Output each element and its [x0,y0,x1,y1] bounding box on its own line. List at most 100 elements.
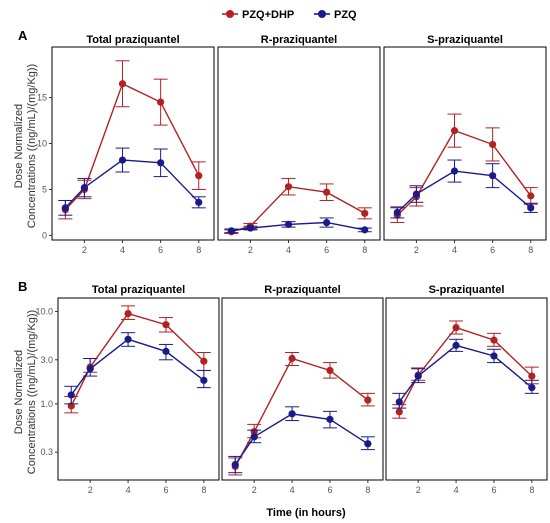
series-pzq-dhp [64,305,211,414]
data-point [450,167,459,175]
data-point [86,365,94,373]
data-point [490,352,498,360]
data-point [323,218,331,227]
data-point [395,398,403,406]
x-axis-label: Time (in hours) [266,507,346,519]
series-pzq [224,217,372,235]
x-tick-label: 6 [327,485,332,495]
data-point [361,226,369,234]
legend-marker-pzq [318,10,326,18]
x-tick-label: 4 [286,245,291,255]
series-line [398,326,533,413]
y-tick-label: 1.0 [40,399,53,409]
y-tick-label: 10 [37,139,47,149]
data-point [527,204,535,212]
x-tick-label: 4 [126,485,131,495]
legend-entry-pzq: PZQ [314,9,357,21]
series-line [234,357,369,467]
data-point [67,391,75,399]
legend-entry-pzq-dhp: PZQ+DHP [222,9,294,21]
data-point [246,224,254,232]
facet-title: Total praziquantel [92,284,185,296]
data-point [364,440,372,448]
data-point [364,396,372,404]
x-tick-label: 4 [290,485,295,495]
facet-border [383,46,547,241]
facet-title: R-praziquantel [264,284,340,296]
data-point [452,341,460,349]
series-pzq-dhp [392,320,539,419]
data-point [231,461,239,469]
legend-label-pzq: PZQ [334,9,357,21]
data-point [284,220,293,228]
x-tick-label: 2 [414,245,419,255]
y-tick-label: 0.3 [40,447,53,457]
data-point [489,140,497,149]
data-point [323,188,331,196]
data-point [450,127,459,135]
series-pzq [228,406,375,474]
legend: PZQ+DHP PZQ [222,9,357,21]
facet-a-3: S-praziquantel 2 4 6 8 [383,34,547,255]
data-point [162,347,170,355]
x-tick-label: 8 [362,245,367,255]
y-axis-label-a-line1: Dose Normalized [13,104,25,188]
data-point [157,159,165,167]
facet-b-3: S-praziquantel 2 4 6 8 [385,284,548,495]
facet-border [217,46,381,241]
x-tick-label: 8 [529,485,534,495]
y-tick-label: 10.0 [35,306,53,316]
facet-title: S-praziquantel [427,34,503,46]
series-pzq [64,332,211,405]
series-pzq [58,147,206,216]
facet-border [385,297,548,481]
legend-marker-pzq-dhp [226,10,234,18]
facet-a-1: Total praziquantel 2 4 6 8 0 5 10 15 [37,34,215,255]
data-point [527,192,535,200]
x-tick-label: 6 [491,485,496,495]
y-axis-label-a-line2: Concentrations ((ng/mL)/(mg/Kg)) [26,64,38,228]
x-tick-label: 2 [416,485,421,495]
data-point [157,98,165,106]
data-point [490,336,498,344]
series-pzq [392,338,539,409]
y-tick-label: 0 [42,230,47,240]
data-point [452,323,460,332]
panel-b: Total praziquantel 2 4 6 8 0.3 1.0 3.0 10.0 R-pra… [35,284,548,495]
y-axis-label-b-line1: Dose Normalized [13,350,25,434]
data-point [162,321,170,329]
series-pzq-dhp [58,60,206,220]
y-axis-label-a: Dose Normalized Concentrations ((ng/mL)/… [13,64,38,228]
data-point [489,172,497,180]
data-point [124,335,132,343]
series-pzq-dhp [228,351,375,476]
data-point [124,309,132,318]
panel-letter-b: B [18,279,27,294]
data-point [195,172,203,180]
data-point [395,408,403,416]
data-point [288,354,296,363]
y-tick-label: 3.0 [40,355,53,365]
data-point [414,372,422,380]
x-tick-label: 2 [82,245,87,255]
series-line [64,159,200,209]
data-point [200,376,208,384]
facet-border [51,46,215,241]
x-tick-label: 2 [88,485,93,495]
x-tick-label: 2 [252,485,257,495]
facet-border [57,297,220,481]
x-tick-label: 4 [120,245,125,255]
y-axis-label-b-line2: Concentrations ((ng/mL)/(mg/Kg)) [26,310,38,474]
data-point [118,156,127,164]
data-point [200,357,208,365]
data-point [227,227,235,235]
series-line [70,312,205,407]
x-tick-label: 6 [163,485,168,495]
data-point [118,80,127,88]
panel-a: Total praziquantel 2 4 6 8 0 5 10 15 R-praziquant… [37,34,547,255]
series-pzq-dhp [390,113,538,224]
x-tick-label: 4 [454,485,459,495]
x-tick-label: 6 [158,245,163,255]
facet-title: Total praziquantel [86,34,179,46]
data-point [412,190,420,198]
